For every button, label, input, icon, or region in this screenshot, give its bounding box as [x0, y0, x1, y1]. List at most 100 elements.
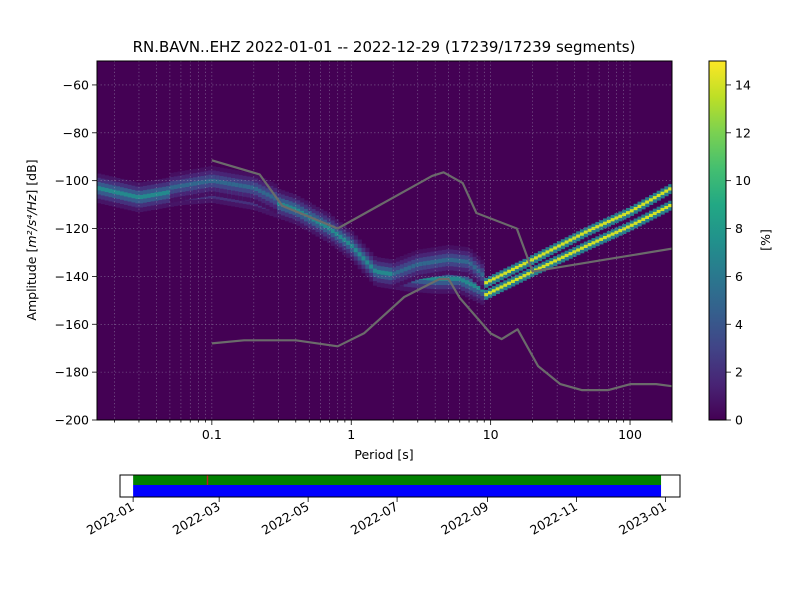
- psd-heat-cell: [468, 286, 474, 291]
- psd-heat-cell: [610, 214, 615, 219]
- psd-heat-cell: [235, 191, 240, 196]
- psd-heat-cell: [403, 254, 408, 259]
- psd-heat-cell: [526, 268, 531, 273]
- psd-heat-cell: [407, 278, 412, 283]
- psd-heat-cell: [212, 183, 217, 188]
- psd-heat-cell: [633, 207, 638, 211]
- psd-heat-cell: [277, 201, 282, 207]
- psd-heat-cell: [189, 190, 194, 196]
- psd-heat-cell: [196, 180, 201, 186]
- psd-heat-cell: [557, 260, 562, 265]
- psd-heat-cell: [300, 202, 305, 207]
- psd-heat-cell: [288, 213, 293, 219]
- psd-heat-cell: [277, 193, 282, 198]
- psd-heat-cell: [215, 192, 221, 197]
- psd-heat-cell: [449, 253, 454, 259]
- psd-heat-cell: [649, 213, 654, 218]
- psd-heat-cell: [396, 261, 401, 267]
- psd-heat-cell: [434, 272, 439, 277]
- psd-heat-cell: [265, 200, 270, 206]
- psd-heat-cell: [472, 288, 477, 293]
- psd-heat-cell: [261, 208, 267, 214]
- psd-heat-cell: [399, 255, 405, 261]
- psd-heat-cell: [204, 166, 209, 172]
- psd-heat-cell: [177, 179, 182, 185]
- psd-heat-cell: [614, 233, 619, 238]
- psd-heat-cell: [246, 204, 251, 210]
- psd-heat-cell: [476, 281, 481, 286]
- psd-heat-cell: [419, 253, 424, 258]
- psd-heat-cell: [135, 194, 140, 200]
- psd-heat-cell: [373, 268, 378, 274]
- psd-heat-cell: [227, 173, 232, 178]
- psd-heat-cell: [319, 234, 324, 239]
- psd-heat-cell: [357, 252, 362, 257]
- psd-heat-cell: [350, 231, 355, 236]
- psd-heat-cell: [277, 205, 282, 211]
- psd-heat-cell: [384, 283, 389, 289]
- colorbar-tick-label: 12: [735, 125, 751, 140]
- psd-heat-cell: [560, 258, 566, 263]
- psd-heat-cell: [204, 171, 209, 176]
- x-tick-label: 10: [483, 427, 499, 442]
- psd-heat-cell: [219, 200, 224, 205]
- psd-heat-cell: [407, 257, 412, 262]
- psd-heat-cell: [327, 238, 332, 244]
- psd-heat-cell: [472, 269, 477, 274]
- psd-heat-cell: [112, 193, 117, 199]
- psd-heat-cell: [357, 260, 362, 266]
- psd-heat-cell: [545, 253, 550, 258]
- psd-heat-cell: [357, 264, 362, 270]
- psd-heat-cell: [476, 260, 481, 265]
- psd-heat-cell: [373, 264, 378, 269]
- psd-heat-cell: [652, 192, 658, 197]
- psd-heat-cell: [507, 278, 512, 282]
- psd-heat-cell: [311, 204, 316, 210]
- psd-heat-cell: [419, 288, 424, 293]
- psd-heat-cell: [453, 262, 458, 268]
- psd-heat-cell: [369, 277, 374, 282]
- psd-heat-cell: [112, 198, 117, 203]
- psd-heat-cell: [449, 245, 454, 250]
- psd-heat-cell: [300, 215, 305, 220]
- psd-heat-cell: [273, 212, 278, 218]
- psd-heat-cell: [223, 172, 228, 177]
- psd-heat-cell: [422, 265, 428, 270]
- psd-heat-cell: [618, 225, 623, 230]
- psd-heat-cell: [284, 208, 290, 213]
- psd-heat-cell: [238, 170, 244, 176]
- psd-heat-cell: [415, 270, 420, 276]
- psd-heat-cell: [576, 237, 581, 242]
- psd-heat-cell: [123, 183, 129, 189]
- psd-heat-cell: [204, 198, 209, 204]
- psd-heat-cell: [442, 285, 447, 290]
- psd-heat-cell: [338, 238, 343, 244]
- psd-heat-cell: [438, 267, 443, 272]
- psd-heat-cell: [603, 232, 608, 237]
- psd-heat-cell: [595, 242, 600, 247]
- psd-heat-cell: [388, 280, 393, 285]
- psd-heat-cell: [403, 275, 408, 280]
- psd-heat-cell: [618, 229, 623, 233]
- psd-heat-cell: [419, 266, 424, 271]
- psd-heat-cell: [403, 279, 408, 285]
- psd-heat-cell: [392, 271, 397, 277]
- psd-heat-cell: [189, 177, 194, 183]
- psd-heat-cell: [545, 247, 550, 251]
- psd-heat-cell: [177, 171, 182, 177]
- psd-heat-cell: [637, 204, 642, 209]
- psd-heat-cell: [396, 270, 401, 275]
- psd-heat-cell: [396, 274, 401, 279]
- psd-heat-cell: [649, 198, 654, 202]
- psd-heat-cell: [472, 273, 477, 279]
- psd-heat-cell: [357, 239, 362, 245]
- psd-heat-cell: [162, 178, 167, 183]
- psd-heat-cell: [461, 255, 466, 260]
- y-tick-label: −60: [63, 77, 89, 92]
- psd-heat-cell: [146, 197, 152, 203]
- psd-heat-cell: [526, 263, 531, 267]
- psd-heat-cell: [361, 268, 366, 274]
- psd-heat-cell: [139, 190, 144, 196]
- psd-heat-cell: [150, 192, 155, 198]
- psd-heat-cell: [399, 260, 405, 265]
